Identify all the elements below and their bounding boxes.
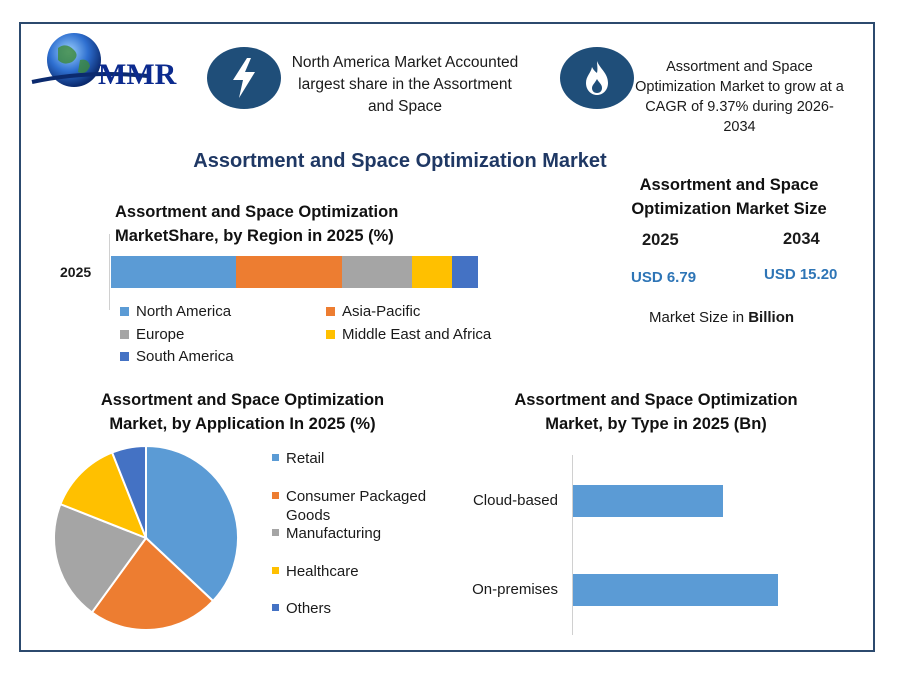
application-legend-item: Others [272,599,442,618]
header-note-left: North America Market Accounted largest s… [291,54,519,115]
type-bar [573,574,778,606]
application-legend-item: Manufacturing [272,524,442,543]
region-legend-label: Asia-Pacific [342,303,421,320]
market-size-unit: Market Size in Billion [649,309,794,326]
region-bar-segment [452,256,478,288]
region-legend-item: Asia-Pacific [326,303,420,320]
region-axis-line [109,234,110,310]
infographic-frame [19,22,875,652]
application-legend-label: Manufacturing [286,525,382,542]
legend-swatch [326,307,335,316]
region-legend-label: North America [136,303,232,320]
region-legend-item: South America [120,348,234,365]
legend-swatch [326,330,335,339]
application-legend-item: Healthcare [272,562,442,581]
region-bar-segment [411,256,453,288]
application-legend-item: Consumer Packaged Goods [272,487,442,525]
application-legend-label: Retail [286,450,325,467]
market-size-unit-bold: Billion [748,309,795,326]
legend-swatch [120,307,129,316]
market-size-value-1: USD 6.79 [631,269,697,286]
application-legend-label: Healthcare [286,563,359,580]
application-legend-label: Others [286,600,332,617]
legend-swatch [272,529,279,536]
pie-slice [145,444,239,603]
application-chart-title: Assortment and Space Optimization Market… [100,391,385,433]
legend-swatch [272,567,279,574]
market-size-unit-prefix: Market Size in [649,309,749,326]
flame-icon [560,47,634,109]
type-bar [573,485,723,517]
application-pie-chart [53,444,239,631]
region-legend-label: South America [136,348,234,365]
region-legend-item: North America [120,303,231,320]
legend-swatch [120,352,129,361]
application-legend-item: Retail [272,449,442,468]
globe-icon [31,33,149,87]
legend-swatch [272,604,279,611]
legend-swatch [120,330,129,339]
market-size-year-1: 2025 [642,231,679,249]
region-bar-segment [235,256,343,288]
region-chart-title: Assortment and Space Optimization Market… [115,203,399,245]
logo: MMR [28,30,193,96]
legend-swatch [272,492,279,499]
application-legend-label: Consumer Packaged Goods [286,488,427,524]
region-legend-item: Middle East and Africa [326,326,491,343]
main-title: Assortment and Space Optimization Market [193,150,607,172]
legend-swatch [272,454,279,461]
region-bar-segment [111,256,236,288]
pie-slice [110,444,147,539]
type-category-label: Cloud-based [472,492,558,509]
logo-text: MMR [98,58,177,91]
region-legend-label: Middle East and Africa [342,326,492,343]
region-legend-label: Europe [136,326,185,343]
region-legend-item: Europe [120,326,184,343]
pie-slice [90,536,215,631]
market-size-year-2: 2034 [783,230,820,248]
market-size-title: Assortment and Space Optimization Market… [631,176,827,218]
lightning-icon [207,47,281,109]
region-bar-segment [342,256,412,288]
pie-slice [59,451,148,540]
type-chart-title: Assortment and Space Optimization Market… [514,391,798,433]
header-note-right: Assortment and Space Optimization Market… [635,59,844,135]
type-axis-line [572,455,573,635]
region-category-label: 2025 [60,264,92,280]
market-size-value-2: USD 15.20 [764,266,838,283]
pie-slice [53,502,148,614]
type-category-label: On-premises [472,581,558,598]
